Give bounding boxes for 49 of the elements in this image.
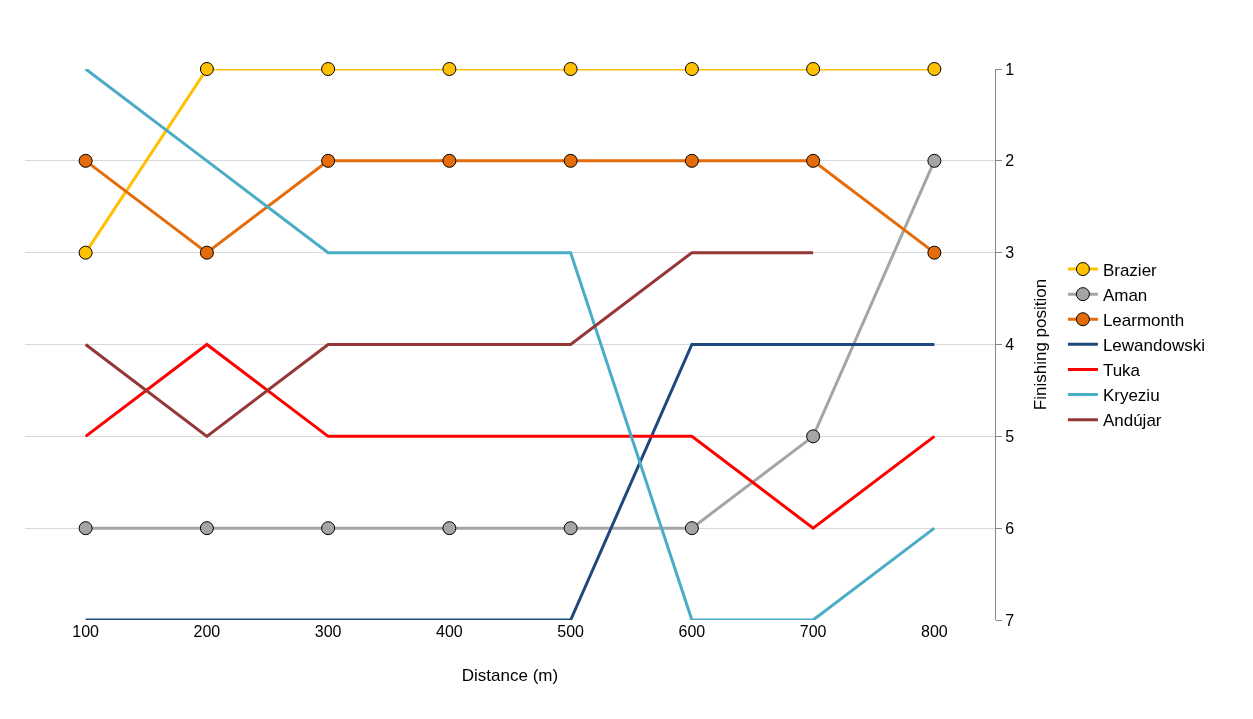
y-tick-label: 5 — [1005, 427, 1015, 445]
y-tick-label: 2 — [1005, 152, 1015, 170]
x-tick-label: 400 — [436, 623, 463, 640]
legend-label: Lewandowski — [1102, 335, 1205, 355]
point — [927, 245, 942, 260]
point — [321, 153, 336, 168]
x-tick-label: 200 — [193, 623, 221, 640]
legend-label: Kryeziu — [1102, 386, 1160, 406]
x-tick-label: 100 — [72, 623, 100, 640]
y-tick-label: 7 — [1005, 611, 1015, 629]
x-tick-label: 800 — [921, 623, 948, 640]
point — [927, 62, 942, 76]
point — [78, 153, 93, 168]
point — [806, 62, 821, 76]
y-tick-label: 4 — [1005, 336, 1015, 354]
point — [321, 62, 336, 76]
point — [563, 62, 578, 76]
point — [78, 245, 93, 260]
point — [684, 62, 699, 76]
point — [563, 153, 578, 168]
point — [442, 521, 457, 536]
point — [806, 153, 821, 168]
point — [321, 521, 336, 536]
point — [199, 62, 214, 76]
legend-label: Learmonth — [1102, 310, 1185, 330]
point — [806, 429, 821, 444]
point — [199, 521, 214, 536]
point — [442, 153, 457, 168]
x-tick-label: 600 — [678, 623, 706, 640]
point — [684, 153, 699, 168]
x-tick-label: 300 — [314, 623, 342, 640]
legend-label: Andújar — [1102, 411, 1162, 431]
y-tick-label: 1 — [1005, 60, 1015, 78]
line-series — [84, 69, 936, 620]
y-tick-label: 6 — [1005, 519, 1015, 537]
point — [684, 521, 699, 536]
legend-label: Tuka — [1102, 361, 1141, 381]
point — [927, 153, 942, 168]
y-tick-label: 3 — [1005, 244, 1015, 262]
legend-label: Brazier — [1102, 260, 1158, 280]
x-tick-label: 700 — [799, 623, 827, 640]
legend-label: Aman — [1102, 285, 1148, 305]
point — [563, 521, 578, 536]
point — [442, 62, 457, 76]
y-axis-title: Finishing position — [1030, 278, 1050, 411]
point — [78, 521, 93, 536]
x-tick-label: 500 — [557, 623, 585, 640]
x-axis-title: Distance (m) — [461, 666, 559, 686]
point — [199, 245, 214, 260]
